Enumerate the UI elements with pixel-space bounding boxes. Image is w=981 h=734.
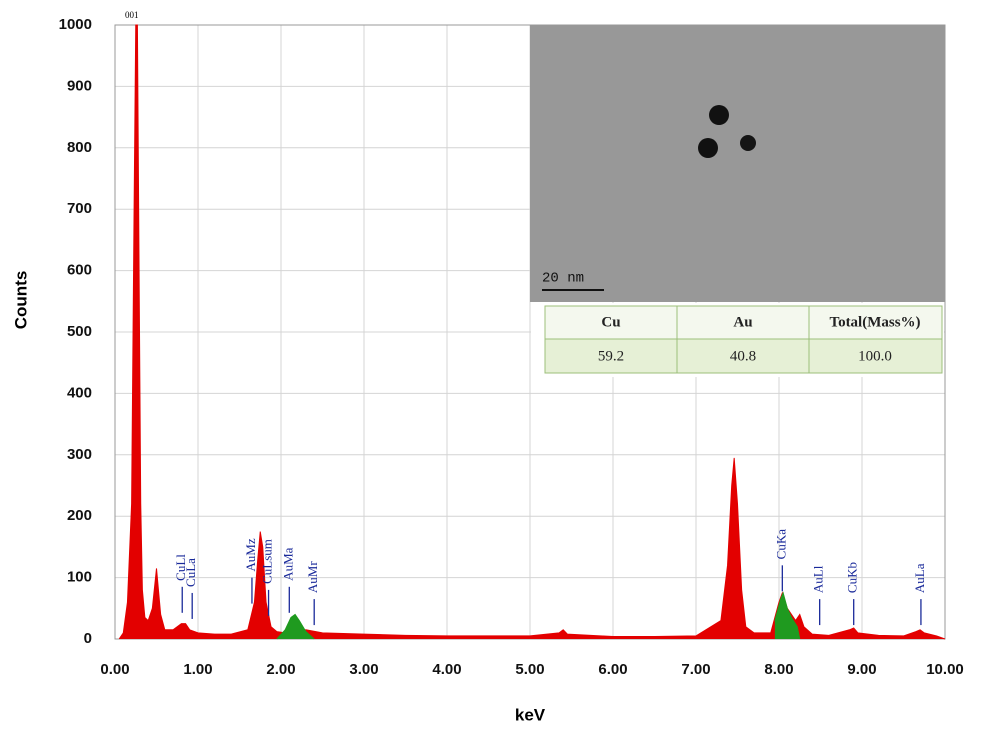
peak-label: AuMr (305, 561, 320, 593)
tem-texture (530, 25, 945, 302)
y-tick-label: 600 (67, 262, 92, 279)
x-axis-title: keV (515, 705, 546, 724)
x-tick-label: 8.00 (764, 661, 793, 678)
particle (709, 105, 729, 125)
x-tick-label: 7.00 (681, 661, 710, 678)
x-tick-label: 10.00 (926, 661, 964, 678)
y-axis-title: Counts (11, 271, 30, 330)
x-tick-label: 9.00 (847, 661, 876, 678)
peak-label: AuMz (243, 538, 258, 571)
y-tick-label: 300 (67, 446, 92, 463)
x-tick-label: 5.00 (515, 661, 544, 678)
particle (698, 138, 718, 158)
peak-label: CuLsum (260, 539, 275, 584)
inset: 20 nm Cu Au Total(Mass%) 59.2 40.8 100.0 (530, 25, 945, 377)
y-tick-label: 900 (67, 77, 92, 94)
x-tick-label: 0.00 (100, 661, 129, 678)
y-tick-label: 700 (67, 200, 92, 217)
peak-label: CuKb (845, 562, 860, 593)
y-tick-label: 100 (67, 569, 92, 586)
peak-label: CuLa (183, 558, 198, 587)
x-tick-label: 6.00 (598, 661, 627, 678)
particle (740, 135, 756, 151)
spectrum-fill (277, 614, 314, 639)
y-tick-label: 1000 (59, 16, 92, 33)
table-header-cell: Au (733, 314, 752, 330)
scale-bar-label: 20 nm (542, 271, 584, 287)
table-cell: 59.2 (598, 348, 624, 364)
peak-label: AuLl (811, 565, 826, 593)
y-tick-label: 200 (67, 507, 92, 524)
table-cell: 40.8 (730, 348, 756, 364)
x-tick-label: 4.00 (432, 661, 461, 678)
x-tick-label: 2.00 (266, 661, 295, 678)
annotation: 001 (125, 10, 139, 20)
y-tick-label: 400 (67, 384, 92, 401)
table-cell: 100.0 (858, 348, 892, 364)
peak-label: AuMa (280, 547, 295, 580)
table-header-cell: Total(Mass%) (829, 314, 920, 330)
y-tick-label: 800 (67, 139, 92, 156)
x-tick-label: 1.00 (183, 661, 212, 678)
peak-label: CuKa (773, 529, 788, 560)
peak-label: AuLa (912, 563, 927, 593)
y-tick-label: 0 (84, 630, 92, 647)
y-tick-label: 500 (67, 323, 92, 340)
table-header-cell: Cu (601, 314, 620, 330)
x-tick-label: 3.00 (349, 661, 378, 678)
chart: 001 Counts keV 0 100 200 300 400 500 600 700 800… (0, 0, 981, 729)
